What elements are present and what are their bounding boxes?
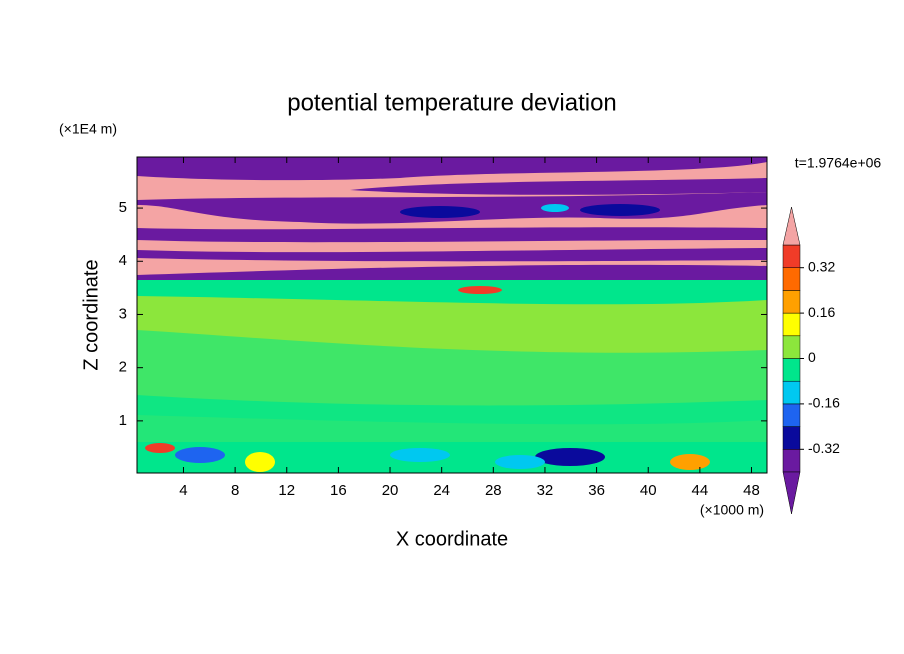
colorbar-box (782, 267, 801, 291)
x-tick-label: 32 (537, 482, 554, 499)
x-tick-label: 8 (231, 482, 239, 499)
annotation: t=1.9764e+06 (795, 155, 882, 171)
colorbar-box (782, 290, 801, 314)
contour-fill (137, 280, 767, 305)
chart-title: potential temperature deviation (287, 89, 617, 116)
colorbar-box (782, 358, 801, 382)
contour-fill (137, 330, 767, 425)
plot-frame (136, 156, 768, 474)
colorbar-tick-label: 0.32 (808, 258, 835, 274)
x-tick-label: 28 (485, 482, 502, 499)
y-tick-label: 3 (119, 305, 127, 322)
colorbar-over (782, 206, 801, 246)
y-tick-label: 5 (119, 199, 127, 216)
contour-fill (541, 204, 569, 212)
contour-fill (580, 204, 660, 216)
contour-fill (400, 206, 480, 218)
x-tick-label: 24 (433, 482, 450, 499)
y-axis-label: Z coordinate (80, 259, 102, 370)
contour-fill (495, 455, 545, 469)
x-tick-label: 16 (330, 482, 347, 499)
x-unit: (×1000 m) (700, 502, 764, 518)
contour-fill (175, 447, 225, 463)
x-tick-label: 36 (588, 482, 605, 499)
contour-fill (145, 443, 175, 453)
x-tick-label: 20 (382, 482, 399, 499)
y-tick-label: 4 (119, 252, 127, 269)
colorbar-box (782, 312, 801, 337)
contour-fill (137, 264, 767, 280)
colorbar-box (782, 449, 801, 473)
colorbar-box (782, 426, 801, 450)
contour-fill (670, 454, 710, 470)
colorbar-box (782, 335, 801, 359)
x-tick-label: 44 (692, 482, 709, 499)
y-unit: (×1E4 m) (59, 121, 117, 137)
x-tick-label: 40 (640, 482, 657, 499)
y-tick-label: 2 (119, 359, 127, 376)
contour-fill (350, 178, 767, 195)
x-axis-label: X coordinate (396, 528, 508, 550)
colorbar-under (782, 471, 801, 515)
colorbar-box (782, 244, 801, 268)
colorbar-box (782, 380, 801, 405)
colorbar-tick-label: 0 (808, 349, 816, 365)
x-tick-label: 12 (278, 482, 295, 499)
x-tick-label: 4 (179, 482, 187, 499)
contour-fill (137, 157, 767, 181)
colorbar-tick-label: 0.16 (808, 304, 835, 320)
colorbar-tick-label: -0.32 (808, 440, 840, 456)
contour-fill (245, 452, 275, 472)
colorbar-tick-label: -0.16 (808, 395, 840, 411)
x-tick-label: 48 (743, 482, 760, 499)
contour-fill (390, 448, 450, 462)
contour-fill (137, 442, 767, 473)
contour-fill (137, 395, 767, 442)
colorbar-box (782, 403, 801, 427)
contour-fill (137, 248, 767, 262)
contour-fill (535, 448, 605, 466)
contour-field (137, 157, 767, 473)
contour-fill (458, 286, 502, 294)
contour-fill (137, 227, 767, 243)
y-tick-label: 1 (119, 412, 127, 429)
